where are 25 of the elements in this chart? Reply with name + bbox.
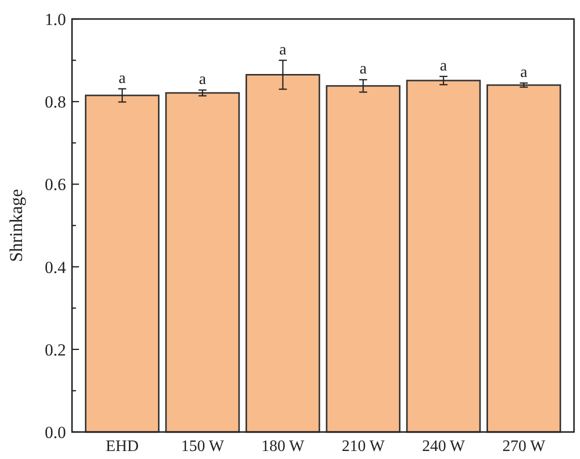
x-tick-label: 270 W	[502, 438, 546, 455]
bar	[486, 84, 562, 433]
x-tick-label: 210 W	[342, 438, 386, 455]
y-axis-title: Shrinkage	[6, 188, 26, 262]
annotation: a	[360, 60, 367, 78]
annotation: a	[279, 41, 286, 58]
bar	[406, 80, 481, 433]
y-tick-label: 0.8	[44, 92, 66, 112]
bar	[246, 74, 320, 433]
x-tick-label: EHD	[106, 438, 139, 455]
y-tick-label: 0.0	[44, 422, 66, 442]
y-tick-label: 1.0	[44, 10, 66, 29]
annotation: a	[198, 71, 206, 88]
y-tick-label: 0.4	[44, 258, 66, 277]
annotation: a	[118, 70, 126, 87]
bar	[84, 94, 160, 433]
x-tick-label: 240 W	[422, 438, 466, 455]
annotation: a	[440, 57, 448, 74]
y-tick-label: 0.2	[44, 340, 66, 360]
bar	[326, 85, 400, 433]
bar	[165, 92, 240, 433]
y-tick-label: 0.6	[44, 175, 66, 194]
x-tick-label: 150 W	[181, 438, 225, 455]
x-tick-label: 180 W	[261, 438, 306, 455]
annotation: a	[520, 64, 528, 82]
